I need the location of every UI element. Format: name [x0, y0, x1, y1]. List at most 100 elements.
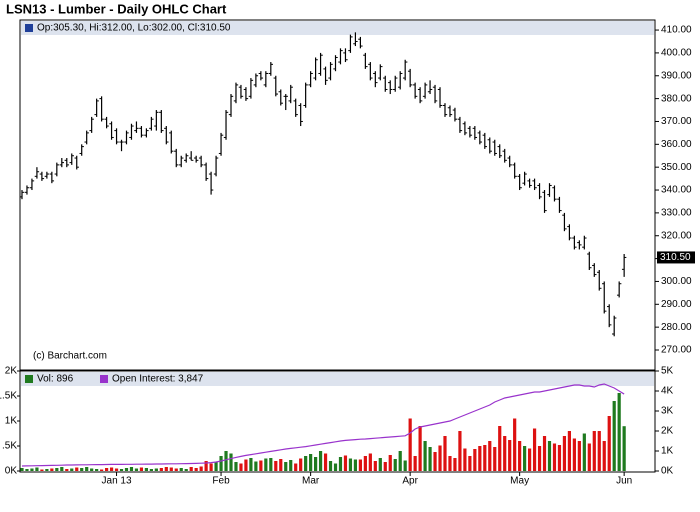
volume-bar	[35, 467, 39, 471]
volume-bar	[363, 456, 367, 471]
y-tick-label: 1K	[5, 416, 18, 427]
y-tick-label: 410.00	[661, 25, 692, 36]
volume-bar	[139, 467, 144, 471]
volume-bar	[70, 468, 74, 471]
y-tick-label: 330.00	[661, 208, 692, 219]
volume-bar	[562, 436, 567, 471]
volume-bar	[587, 443, 591, 471]
volume-bar	[20, 468, 24, 471]
volume-bar	[378, 458, 382, 471]
volume-bar	[607, 416, 611, 471]
y-tick-label: 320.00	[661, 230, 692, 241]
volume-bar	[572, 438, 576, 471]
volume-header	[21, 372, 654, 386]
open-interest-line	[21, 383, 625, 467]
y-tick-label: 340.00	[661, 185, 692, 196]
volume-bar	[85, 467, 89, 471]
volume-bar	[169, 467, 173, 471]
volume-bar	[204, 461, 208, 471]
volume-bar	[433, 452, 437, 471]
last-price-box	[657, 251, 695, 264]
legend-swatch	[25, 375, 33, 383]
legend-label: Vol: 896	[37, 374, 74, 385]
y-tick-label: 0K	[5, 466, 18, 477]
volume-bar	[438, 445, 442, 471]
volume-bar	[368, 453, 372, 471]
volume-bar	[458, 431, 462, 471]
volume-bar	[323, 453, 328, 471]
y-tick-label: 400.00	[661, 48, 692, 59]
volume-bar	[55, 468, 59, 471]
volume-bar	[254, 461, 258, 471]
volume-bar	[30, 468, 34, 471]
volume-bar	[557, 445, 562, 471]
volume-bar	[448, 456, 452, 471]
volume-bar	[239, 463, 243, 471]
volume-bar	[164, 467, 168, 471]
volume-bar	[279, 459, 283, 471]
volume-bar	[179, 468, 183, 471]
volume-bar	[149, 469, 153, 471]
volume-bar	[523, 446, 527, 471]
x-tick-label: May	[510, 476, 529, 487]
volume-bar	[269, 458, 273, 471]
volume-bar	[314, 457, 318, 471]
chart-title: LSN13 - Lumber - Daily OHLC Chart	[6, 1, 227, 16]
y-tick-label: .5K	[2, 441, 17, 452]
price-header	[21, 21, 654, 35]
volume-bar	[50, 468, 54, 471]
volume-bar	[343, 455, 348, 471]
volume-bar	[174, 468, 178, 471]
volume-bar	[597, 431, 601, 471]
y2-tick-label: 4K	[661, 386, 674, 397]
volume-bar	[129, 467, 134, 471]
x-tick-label: Jun	[616, 476, 632, 487]
volume-bar	[75, 467, 79, 471]
y-tick-label: 360.00	[661, 139, 692, 150]
y-tick-label: 290.00	[661, 299, 692, 310]
legend-label: Open Interest: 3,847	[112, 374, 204, 385]
volume-bar	[119, 469, 124, 471]
volume-bar	[532, 428, 537, 471]
volume-bar	[294, 463, 298, 471]
credit: (c) Barchart.com	[33, 351, 107, 362]
y2-tick-label: 1K	[661, 446, 674, 457]
volume-bar	[622, 426, 626, 471]
last-price-label: 310.50	[660, 252, 691, 263]
volume-bar	[527, 448, 532, 471]
volume-bar	[114, 468, 119, 471]
volume-bar	[289, 460, 293, 471]
volume-bar	[40, 469, 44, 471]
volume-bar	[144, 468, 149, 471]
volume-bar	[109, 467, 114, 471]
volume-bar	[304, 456, 308, 471]
volume-bar	[463, 448, 467, 471]
volume-bar	[383, 462, 387, 471]
y-tick-label: 350.00	[661, 162, 692, 173]
volume-bar	[264, 458, 268, 471]
volume-bar	[518, 441, 522, 471]
y-tick-label: 370.00	[661, 116, 692, 127]
y-tick-label: 300.00	[661, 276, 692, 287]
volume-bar	[483, 445, 487, 471]
volume-bar	[413, 456, 417, 471]
volume-bar	[393, 459, 397, 471]
volume-bar	[134, 468, 139, 471]
volume-bar	[259, 460, 263, 471]
volume-bar	[473, 449, 477, 471]
volume-bar	[229, 453, 233, 471]
legend-swatch	[100, 375, 108, 383]
x-tick-label: Apr	[402, 476, 418, 487]
volume-bar	[537, 446, 542, 471]
y2-tick-label: 0K	[661, 466, 674, 477]
volume-bar	[90, 468, 94, 471]
volume-bar	[159, 468, 163, 471]
volume-bar	[503, 436, 507, 471]
volume-bar	[189, 467, 193, 471]
volume-bar	[602, 441, 606, 471]
volume-bar	[353, 459, 358, 471]
volume-bar	[388, 455, 392, 471]
volume-bar	[453, 458, 457, 471]
y-tick-label: 380.00	[661, 93, 692, 104]
